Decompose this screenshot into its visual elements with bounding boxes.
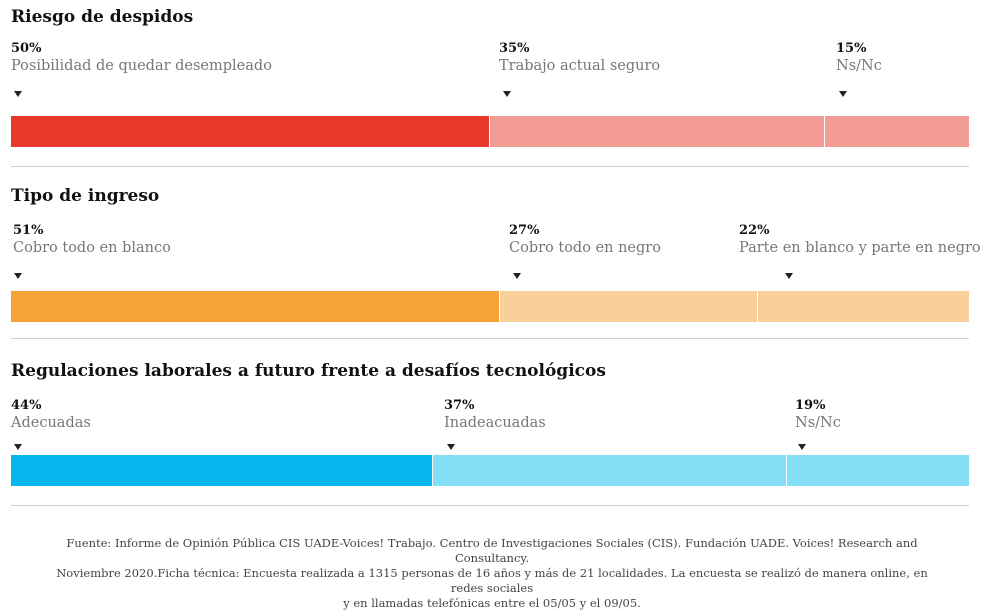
value-label: 22% <box>739 223 770 238</box>
bar-segment <box>490 116 826 147</box>
category-label: Adecuadas <box>11 415 91 431</box>
stacked-bar <box>11 116 969 147</box>
footnote-line: Noviembre 2020.Ficha técnica: Encuesta r… <box>56 566 928 595</box>
category-label: Ns/Nc <box>795 415 841 431</box>
category-label: Trabajo actual seguro <box>499 58 661 74</box>
source-footnote: Fuente: Informe de Opinión Pública CIS U… <box>40 536 944 611</box>
bar-segment <box>11 455 433 486</box>
value-label: 35% <box>499 41 530 56</box>
segment-label-2: 15% Ns/Nc <box>836 40 882 76</box>
value-label: 37% <box>444 398 475 413</box>
footnote-line: Fuente: Informe de Opinión Pública CIS U… <box>66 536 918 565</box>
marker-arrow-icon <box>14 91 22 97</box>
bar-segment <box>499 291 759 322</box>
bar-segment <box>11 291 500 322</box>
section-divider <box>11 505 969 506</box>
chart-title: Regulaciones laborales a futuro frente a… <box>11 361 606 381</box>
segment-label-1: 35% Trabajo actual seguro <box>499 40 660 76</box>
bar-segment <box>825 116 969 147</box>
bar-segment <box>11 116 490 147</box>
segment-label-0: 51% Cobro todo en blanco <box>13 222 171 258</box>
segment-label-2: 19% Ns/Nc <box>795 397 841 433</box>
stacked-bar <box>11 455 969 486</box>
value-label: 44% <box>11 398 42 413</box>
marker-arrow-icon <box>503 91 511 97</box>
chart-title: Riesgo de despidos <box>11 7 194 27</box>
stacked-bar <box>11 291 969 322</box>
value-label: 15% <box>836 41 867 56</box>
section-divider <box>11 338 969 339</box>
marker-arrow-icon <box>785 273 793 279</box>
segment-label-0: 50% Posibilidad de quedar desempleado <box>11 40 272 76</box>
marker-arrow-icon <box>513 273 521 279</box>
value-label: 27% <box>509 223 540 238</box>
segment-label-1: 37% Inadeacuadas <box>444 397 546 433</box>
category-label: Parte en blanco y parte en negro <box>739 240 981 256</box>
value-label: 50% <box>11 41 42 56</box>
marker-arrow-icon <box>839 91 847 97</box>
value-label: 19% <box>795 398 826 413</box>
marker-arrow-icon <box>798 444 806 450</box>
segment-label-1: 27% Cobro todo en negro <box>509 222 661 258</box>
bar-segment <box>432 455 787 486</box>
segment-label-0: 44% Adecuadas <box>11 397 91 433</box>
value-label: 51% <box>13 223 44 238</box>
section-divider <box>11 166 969 167</box>
chart-title: Tipo de ingreso <box>11 186 160 206</box>
segment-label-2: 22% Parte en blanco y parte en negro <box>739 222 981 258</box>
marker-arrow-icon <box>14 444 22 450</box>
category-label: Ns/Nc <box>836 58 882 74</box>
bar-segment <box>758 291 969 322</box>
marker-arrow-icon <box>447 444 455 450</box>
bar-segment <box>786 455 969 486</box>
category-label: Posibilidad de quedar desempleado <box>11 58 272 74</box>
category-label: Cobro todo en blanco <box>13 240 171 256</box>
category-label: Cobro todo en negro <box>509 240 661 256</box>
footnote-line: y en llamadas telefónicas entre el 05/05… <box>343 596 641 610</box>
category-label: Inadeacuadas <box>444 415 546 431</box>
marker-arrow-icon <box>14 273 22 279</box>
